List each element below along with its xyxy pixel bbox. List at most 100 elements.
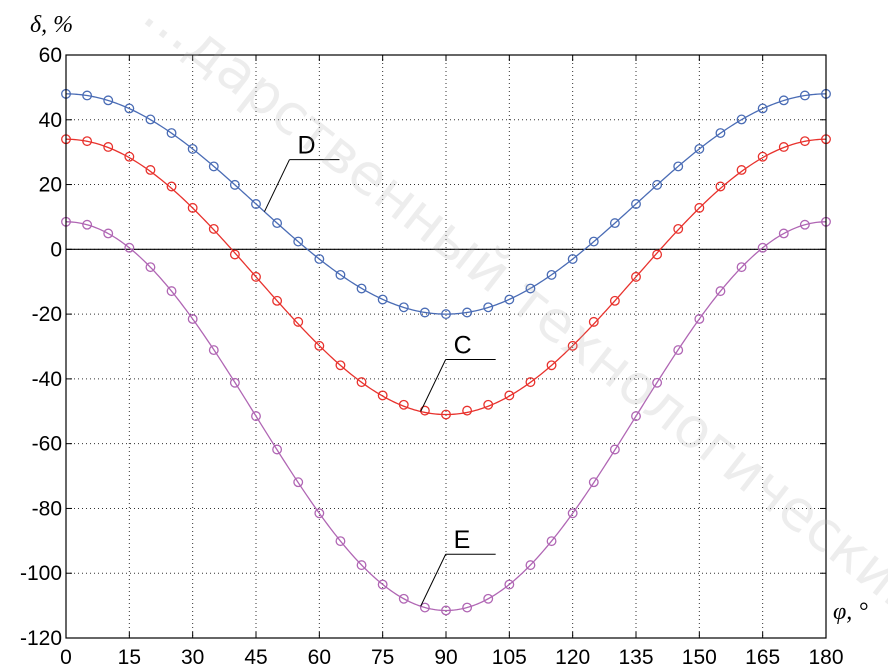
data-point-D <box>377 294 388 305</box>
y-tick-label: 40 <box>39 109 62 132</box>
data-point-C <box>546 360 557 371</box>
data-point-C <box>715 181 726 192</box>
data-point-D <box>483 302 494 313</box>
data-point-E <box>715 286 726 297</box>
x-tick-label: 30 <box>181 646 204 669</box>
curve-labels: D C E <box>263 132 496 607</box>
data-point-C <box>588 316 599 327</box>
x-tick-label: 135 <box>618 646 653 669</box>
data-point-C <box>652 249 663 260</box>
data-point-D <box>673 161 684 172</box>
data-point-D <box>187 143 198 154</box>
data-point-D <box>588 236 599 247</box>
series-layer <box>61 88 831 616</box>
x-tick-label: 90 <box>434 646 457 669</box>
data-point-D <box>356 283 367 294</box>
data-point-E <box>314 508 325 519</box>
data-point-E <box>377 579 388 590</box>
data-point-E <box>166 286 177 297</box>
data-point-C <box>419 405 430 416</box>
x-tick-label: 45 <box>244 646 267 669</box>
data-point-E <box>293 477 304 488</box>
data-point-D <box>504 294 515 305</box>
data-point-D <box>208 161 219 172</box>
data-point-D <box>778 95 789 106</box>
data-point-C <box>778 142 789 152</box>
y-tick-label: -120 <box>20 627 62 650</box>
data-point-D <box>398 302 409 313</box>
data-point-C <box>694 202 705 213</box>
data-point-D <box>799 90 810 101</box>
x-tick-label: 0 <box>60 646 72 669</box>
data-point-D <box>757 103 768 114</box>
data-point-E <box>462 602 473 613</box>
plot-frame <box>65 54 827 639</box>
data-point-D <box>166 128 177 139</box>
data-point-C <box>567 340 578 351</box>
data-point-D <box>272 218 283 229</box>
data-point-D <box>103 95 114 106</box>
data-point-C <box>799 136 810 147</box>
y-tick-label: 60 <box>39 44 62 67</box>
data-point-C <box>272 295 283 306</box>
data-point-D <box>145 114 156 125</box>
data-point-C <box>124 151 135 162</box>
y-tick-label: -60 <box>32 433 62 456</box>
series-line-D <box>65 93 827 315</box>
data-point-D <box>335 269 346 280</box>
x-tick-label: 150 <box>682 646 717 669</box>
data-point-E <box>609 444 620 455</box>
data-point-C <box>145 165 156 175</box>
data-point-E <box>673 345 684 356</box>
data-point-E <box>631 411 641 422</box>
data-point-D <box>525 283 536 294</box>
data-point-C <box>377 390 388 401</box>
data-point-C <box>356 377 367 388</box>
y-tick-label: -20 <box>32 303 62 326</box>
data-point-C <box>293 316 304 327</box>
grid <box>66 55 826 638</box>
x-tick-label: 15 <box>118 646 141 669</box>
data-point-C <box>504 390 515 401</box>
data-point-D <box>546 269 557 280</box>
data-point-E <box>208 345 219 356</box>
data-point-D <box>736 114 747 125</box>
curve-label-C: C <box>454 332 472 360</box>
data-point-D <box>419 307 430 318</box>
label-leader-C <box>420 359 447 412</box>
data-point-C <box>314 340 325 351</box>
data-point-C <box>103 142 114 152</box>
series-line-C <box>65 138 827 416</box>
data-point-D <box>694 143 705 154</box>
y-tick-label: -80 <box>32 497 62 520</box>
y-tick-label: 0 <box>50 238 62 261</box>
data-point-D <box>441 309 451 320</box>
y-tick-label: -100 <box>20 562 62 585</box>
data-point-C <box>609 295 620 306</box>
data-point-E <box>187 314 198 324</box>
data-point-E <box>546 536 557 547</box>
data-point-E <box>483 593 494 604</box>
data-point-D <box>293 236 304 247</box>
data-point-E <box>103 228 114 239</box>
data-point-D <box>462 307 473 318</box>
data-point-D <box>652 179 663 190</box>
curve-label-E: E <box>454 526 471 554</box>
data-point-E <box>525 560 536 571</box>
data-point-C <box>673 223 684 234</box>
data-point-E <box>652 377 663 388</box>
y-tick-label: -40 <box>32 368 62 391</box>
data-point-D <box>82 90 93 101</box>
data-point-C <box>757 151 768 162</box>
data-point-D <box>124 103 135 114</box>
data-point-E <box>419 602 430 613</box>
data-point-E <box>82 219 93 230</box>
x-tick-label: 60 <box>308 646 331 669</box>
data-point-E <box>694 314 705 324</box>
data-point-C <box>335 360 346 371</box>
data-point-C <box>208 223 219 234</box>
x-tick-label: 180 <box>808 646 843 669</box>
data-point-E <box>504 579 515 590</box>
plot-border <box>65 54 827 639</box>
data-point-C <box>251 271 261 282</box>
